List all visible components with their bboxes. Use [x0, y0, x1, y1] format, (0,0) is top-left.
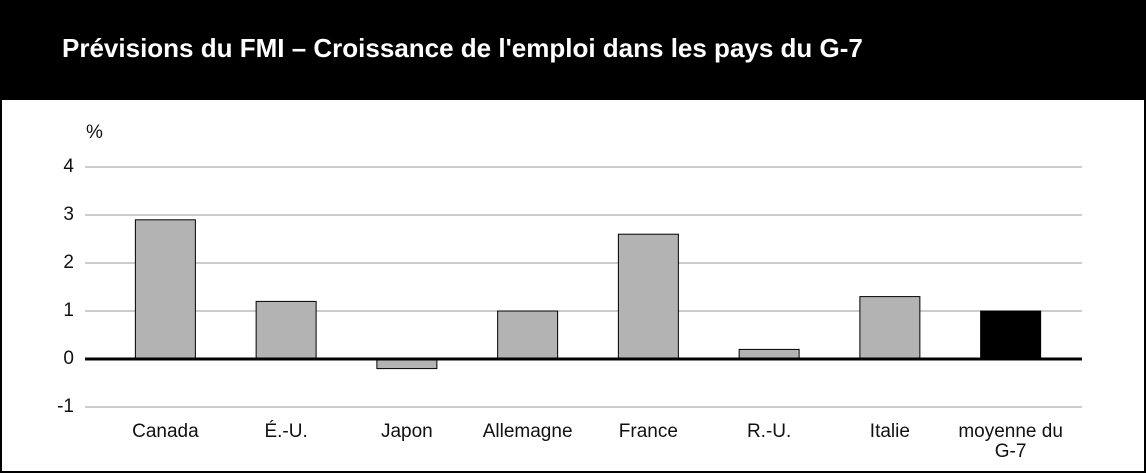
y-tick-label: 1 — [63, 300, 74, 321]
x-tick-label: Japon — [380, 421, 433, 442]
x-tick-label: Italie — [869, 421, 910, 442]
bar — [134, 219, 196, 360]
y-axis-label: % — [86, 122, 103, 143]
bar — [859, 296, 921, 360]
x-tick-label: Canada — [132, 421, 199, 442]
bar — [497, 310, 559, 360]
chart-title: Prévisions du FMI – Croissance de l'empl… — [62, 33, 863, 63]
x-tick-label: France — [618, 421, 678, 442]
title-bar — [0, 0, 1146, 100]
bar — [980, 310, 1042, 360]
y-tick-label: 2 — [63, 252, 74, 273]
x-tick-label: R.-U. — [746, 421, 792, 442]
y-tick-label: 3 — [63, 204, 74, 225]
x-tick-label: Allemagne — [482, 421, 573, 442]
x-tick-label: moyenne du G-7 — [958, 421, 1063, 462]
bar — [255, 300, 317, 360]
y-tick-label: 0 — [63, 348, 74, 369]
y-tick-label: 4 — [63, 156, 74, 177]
y-tick-label: -1 — [57, 396, 74, 417]
bar — [617, 233, 679, 360]
x-tick-label: É.-U. — [264, 421, 308, 442]
